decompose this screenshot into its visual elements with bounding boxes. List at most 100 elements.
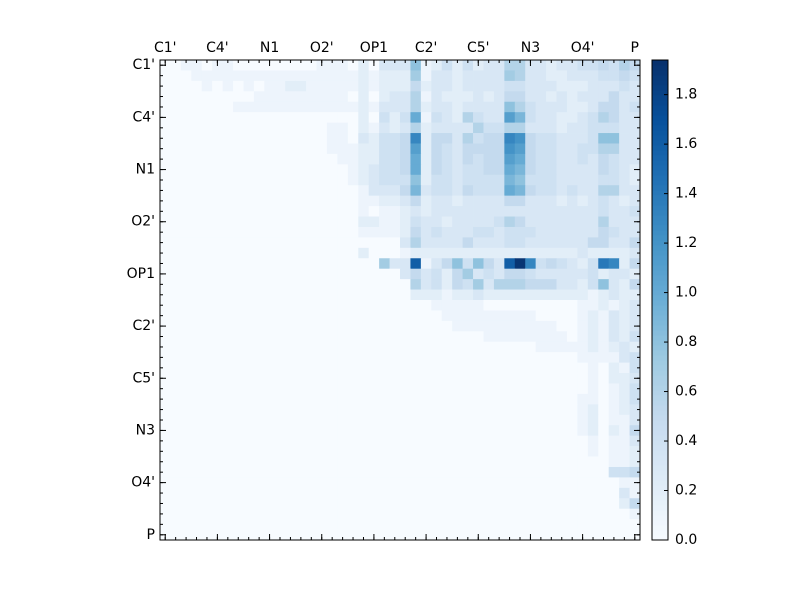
heatmap-cell <box>201 487 213 499</box>
heatmap-cell <box>233 206 244 217</box>
heatmap-cell <box>337 498 349 510</box>
heatmap-cell <box>608 174 620 186</box>
heatmap-cell <box>473 122 484 134</box>
heatmap-cell <box>546 216 557 228</box>
heatmap-cell <box>619 404 630 416</box>
heatmap-cell <box>493 446 505 457</box>
heatmap-cell <box>264 185 276 197</box>
heatmap-cell <box>180 352 192 364</box>
heatmap-cell <box>577 352 589 364</box>
heatmap-cell <box>253 373 265 384</box>
heatmap-cell <box>514 320 526 332</box>
heatmap-cell <box>233 456 244 468</box>
heatmap-cell <box>368 258 380 270</box>
heatmap-cell <box>556 414 568 426</box>
heatmap-cell <box>264 435 276 447</box>
heatmap-cell <box>431 404 443 416</box>
heatmap-cell <box>420 279 432 290</box>
heatmap-cell <box>222 195 234 207</box>
heatmap-cell <box>326 112 338 124</box>
heatmap-cell <box>462 153 474 165</box>
heatmap-cell <box>306 362 317 374</box>
heatmap-cell <box>180 80 192 92</box>
heatmap-cell <box>191 310 203 322</box>
heatmap-cell <box>577 477 589 489</box>
heatmap-cell <box>400 60 411 71</box>
heatmap-cell <box>379 477 390 489</box>
heatmap-cell <box>222 91 234 103</box>
heatmap-cell <box>473 195 484 207</box>
heatmap-cell <box>243 310 255 322</box>
heatmap-cell <box>410 341 422 353</box>
heatmap-cell <box>285 247 297 259</box>
heatmap-cell <box>629 383 641 395</box>
heatmap-cell <box>274 247 286 259</box>
heatmap-cell <box>410 508 422 520</box>
heatmap-cell <box>201 508 213 520</box>
heatmap-cell <box>566 70 578 82</box>
heatmap-cell <box>410 101 422 113</box>
heatmap-cell <box>577 456 589 468</box>
heatmap-cell <box>556 174 568 186</box>
heatmap-cell <box>264 237 276 249</box>
heatmap-cell <box>431 91 443 103</box>
heatmap-cell <box>483 185 495 197</box>
heatmap-cell <box>420 393 432 405</box>
heatmap-cell <box>222 352 234 364</box>
heatmap-cell <box>420 195 432 207</box>
heatmap-cell <box>462 310 474 322</box>
heatmap-cell <box>566 122 578 134</box>
heatmap-cell <box>358 425 370 437</box>
heatmap-cell <box>253 362 265 374</box>
heatmap-cell <box>233 216 244 228</box>
heatmap-cell <box>347 133 359 144</box>
heatmap-cell <box>493 206 505 217</box>
heatmap-cell <box>389 206 401 217</box>
heatmap-cell <box>525 435 537 447</box>
heatmap-cell <box>201 258 213 270</box>
heatmap-cell <box>535 383 547 395</box>
heatmap-cell <box>368 279 380 290</box>
heatmap-cell <box>253 341 265 353</box>
heatmap-cell <box>347 143 359 155</box>
heatmap-cell <box>253 498 265 510</box>
heatmap-cell <box>483 519 495 530</box>
heatmap-cell <box>431 174 443 186</box>
heatmap-cell <box>264 80 276 92</box>
heatmap-cell <box>222 185 234 197</box>
heatmap-cell <box>306 174 317 186</box>
heatmap-cell <box>514 373 526 384</box>
colorbar-swatch <box>652 490 668 496</box>
heatmap-cell <box>316 466 328 478</box>
heatmap-cell <box>326 352 338 364</box>
heatmap-cell <box>201 529 213 541</box>
colorbar-swatch <box>652 185 668 191</box>
heatmap-cell <box>358 393 370 405</box>
heatmap-cell <box>243 174 255 186</box>
heatmap-cell <box>212 446 224 457</box>
heatmap-cell <box>233 404 244 416</box>
heatmap-cell <box>201 237 213 249</box>
heatmap-cell <box>274 383 286 395</box>
colorbar-swatch <box>652 180 668 186</box>
heatmap-cell <box>587 352 599 364</box>
heatmap-cell <box>201 279 213 290</box>
heatmap-cell <box>285 529 297 541</box>
heatmap-cell <box>347 466 359 478</box>
heatmap-cell <box>546 498 557 510</box>
heatmap-cell <box>566 101 578 113</box>
colorbar-swatch <box>652 475 668 481</box>
heatmap-cell <box>222 279 234 290</box>
heatmap-cell <box>233 498 244 510</box>
heatmap-cell <box>295 112 307 124</box>
heatmap-cell <box>285 519 297 530</box>
heatmap-cell <box>264 310 276 322</box>
heatmap-cell <box>274 487 286 499</box>
colorbar-swatch <box>652 390 668 396</box>
heatmap-cell <box>452 300 464 311</box>
heatmap-cell <box>525 414 537 426</box>
heatmap-cell <box>535 404 547 416</box>
heatmap-cell <box>462 80 474 92</box>
heatmap-cell <box>514 310 526 322</box>
heatmap-cell <box>389 258 401 270</box>
